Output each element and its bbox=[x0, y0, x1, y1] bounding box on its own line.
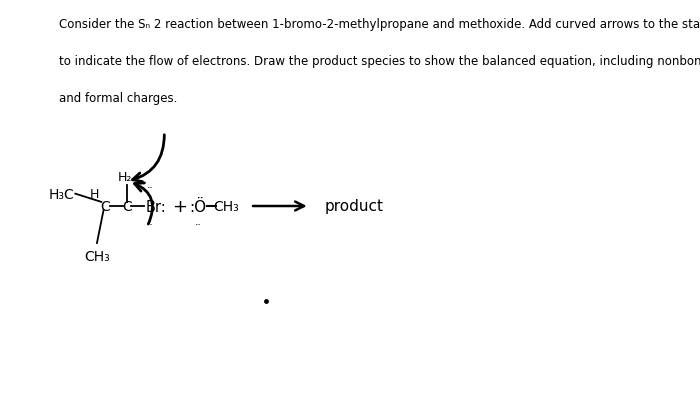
Text: and formal charges.: and formal charges. bbox=[59, 92, 177, 104]
Text: Consider the Sₙ 2 reaction between 1-bromo-2-methylpropane and methoxide. Add cu: Consider the Sₙ 2 reaction between 1-bro… bbox=[59, 18, 700, 31]
Text: +: + bbox=[172, 197, 187, 216]
Text: H: H bbox=[90, 188, 99, 200]
Text: :Ö: :Ö bbox=[189, 199, 206, 214]
Text: C: C bbox=[122, 199, 132, 214]
Text: to indicate the flow of electrons. Draw the product species to show the balanced: to indicate the flow of electrons. Draw … bbox=[59, 55, 700, 68]
Text: ··: ·· bbox=[147, 220, 153, 230]
Text: C: C bbox=[100, 199, 110, 214]
Text: Br:: Br: bbox=[146, 199, 167, 214]
Text: ··: ·· bbox=[147, 183, 153, 193]
Text: CH₃: CH₃ bbox=[213, 199, 239, 214]
Text: CH₃: CH₃ bbox=[84, 249, 110, 263]
Text: product: product bbox=[325, 199, 384, 214]
Text: H₂: H₂ bbox=[118, 171, 132, 184]
Text: ··: ·· bbox=[195, 220, 202, 230]
Text: H₃C: H₃C bbox=[48, 187, 74, 201]
